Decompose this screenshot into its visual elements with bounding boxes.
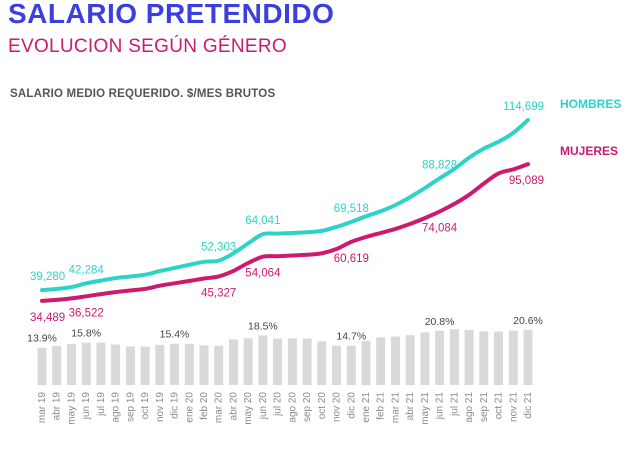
x-tick-label: mar 20 xyxy=(214,392,225,424)
x-tick-label: oct 19 xyxy=(140,392,151,420)
share-bar xyxy=(479,331,489,385)
mujeres-data-label: 34,489 xyxy=(30,312,65,324)
share-bar xyxy=(111,344,121,385)
share-bar xyxy=(125,346,135,385)
share-bar xyxy=(170,343,179,385)
series-line-hombres xyxy=(40,118,530,293)
hombres-data-label: 39,280 xyxy=(30,271,65,283)
share-bar xyxy=(464,330,474,385)
bar-data-label: 13.9% xyxy=(27,333,57,345)
x-tick-label: jun 21 xyxy=(435,392,446,421)
bar-data-label: 14.7% xyxy=(336,331,366,343)
hombres-data-label: 42,284 xyxy=(69,264,105,276)
hombres-data-label: 114,699 xyxy=(503,101,544,113)
share-bar xyxy=(420,332,430,385)
series-line-mujeres xyxy=(40,162,530,303)
x-tick-label: abr 21 xyxy=(405,392,416,421)
share-bar xyxy=(199,345,209,385)
hombres-data-label: 69,518 xyxy=(334,203,369,215)
legend-hombres: HOMBRES xyxy=(560,97,621,111)
x-tick-label: sep 21 xyxy=(479,392,490,422)
x-tick-label: dic 21 xyxy=(523,392,534,419)
share-bar xyxy=(229,339,238,385)
share-bar xyxy=(155,344,165,385)
page-title: SALARIO PRETENDIDO xyxy=(8,0,335,29)
x-tick-label: abr 20 xyxy=(229,392,240,421)
x-tick-label: jun 20 xyxy=(258,392,269,421)
share-bar xyxy=(494,331,503,385)
mujeres-data-label: 60,619 xyxy=(334,253,369,265)
mujeres-data-label: 36,522 xyxy=(69,307,104,319)
share-bar xyxy=(287,338,297,385)
bar-data-label: 20.6% xyxy=(513,315,543,327)
share-bar xyxy=(243,338,253,385)
share-bar xyxy=(184,344,194,385)
x-tick-label: ago 20 xyxy=(287,392,298,423)
x-tick-label: dic 20 xyxy=(346,392,357,419)
share-bar xyxy=(332,345,341,385)
share-bar xyxy=(435,330,445,385)
x-tick-label: ene 21 xyxy=(361,392,372,423)
share-bar xyxy=(273,338,283,385)
share-bar xyxy=(37,347,47,385)
x-tick-label: mar 21 xyxy=(391,392,402,424)
x-tick-label: nov 20 xyxy=(332,392,343,422)
share-bar xyxy=(405,335,415,385)
bar-data-label: 15.8% xyxy=(71,328,101,340)
x-tick-label: nov 21 xyxy=(508,392,519,422)
x-tick-label: sep 20 xyxy=(302,392,313,422)
share-bar xyxy=(361,340,371,386)
x-tick-label: jul 19 xyxy=(96,392,107,417)
mujeres-data-label: 45,327 xyxy=(201,287,236,299)
legend-mujeres: MUJERES xyxy=(560,144,618,158)
x-tick-label: jul 21 xyxy=(449,392,460,417)
hombres-data-label: 64,041 xyxy=(245,215,280,227)
hombres-data-label: 88,828 xyxy=(422,159,457,171)
mujeres-data-label: 54,064 xyxy=(245,268,281,280)
share-bar xyxy=(391,336,400,385)
share-bar xyxy=(258,335,268,385)
x-tick-label: sep 19 xyxy=(125,392,136,422)
x-tick-label: nov 19 xyxy=(155,392,166,422)
x-tick-label: may 20 xyxy=(243,392,254,425)
x-tick-label: feb 21 xyxy=(376,392,387,420)
x-tick-label: abr 19 xyxy=(52,392,63,421)
bar-data-label: 15.4% xyxy=(160,329,190,341)
mujeres-data-label: 95,089 xyxy=(509,175,544,187)
share-bar xyxy=(302,338,312,385)
x-tick-label: may 19 xyxy=(67,392,78,425)
x-tick-label: feb 20 xyxy=(199,392,210,420)
x-tick-label: may 21 xyxy=(420,392,431,425)
bar-data-label: 20.8% xyxy=(425,316,455,328)
x-tick-label: oct 20 xyxy=(317,392,328,420)
x-tick-label: oct 21 xyxy=(494,392,505,420)
share-bar xyxy=(376,337,386,385)
x-tick-label: ago 19 xyxy=(111,392,122,423)
chart-caption: SALARIO MEDIO REQUERIDO. $/MES BRUTOS xyxy=(10,88,276,100)
share-bar xyxy=(214,345,224,385)
x-tick-label: ene 20 xyxy=(184,392,195,423)
x-tick-label: jul 20 xyxy=(273,392,284,417)
mujeres-data-label: 74,084 xyxy=(422,223,458,235)
share-bar xyxy=(317,341,327,385)
share-bar xyxy=(449,329,459,385)
share-bar xyxy=(96,342,106,385)
share-bar xyxy=(508,330,518,385)
hombres-data-label: 52,303 xyxy=(201,242,236,254)
page-subtitle: EVOLUCION SEGÚN GÉNERO xyxy=(8,36,287,57)
share-bar xyxy=(140,346,150,385)
x-tick-label: ago 21 xyxy=(464,392,475,423)
x-tick-label: dic 19 xyxy=(170,392,181,419)
x-tick-label: jun 19 xyxy=(81,392,92,421)
share-bar xyxy=(346,345,356,385)
bar-data-label: 18.5% xyxy=(248,320,278,332)
x-tick-label: mar 19 xyxy=(37,392,48,424)
share-bar xyxy=(67,344,76,385)
share-bar xyxy=(52,345,62,385)
share-bar xyxy=(523,329,533,385)
share-bar xyxy=(81,342,91,385)
